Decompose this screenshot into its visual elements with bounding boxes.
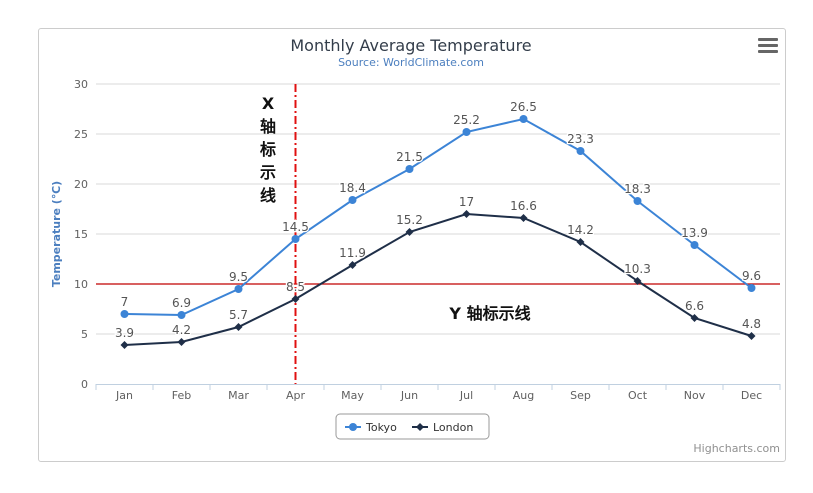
chart-frame: [38, 28, 786, 462]
data-label: 23.3: [567, 132, 594, 146]
data-point: [747, 332, 756, 340]
legend-item-label[interactable]: Tokyo: [365, 421, 397, 434]
data-point: [462, 128, 471, 136]
data-point: [348, 196, 357, 204]
x-tick-label: Feb: [172, 389, 191, 402]
data-label: 7: [121, 295, 129, 309]
x-tick-label: Aug: [513, 389, 534, 402]
data-point: [234, 285, 243, 293]
data-label: 8.5: [286, 280, 305, 294]
y-tick-label: 15: [74, 228, 88, 241]
data-label: 9.5: [229, 270, 248, 284]
x-tick-label: May: [341, 389, 364, 402]
y-axis-title: Temperature (℃): [50, 181, 63, 287]
y-tick-label: 5: [81, 328, 88, 341]
data-point: [462, 210, 471, 218]
data-point: [405, 165, 414, 173]
data-label: 15.2: [396, 213, 423, 227]
data-label: 14.5: [282, 220, 309, 234]
y-plot-line-label: Y 轴标示线: [448, 304, 530, 323]
data-point: [177, 311, 186, 319]
data-point: [291, 235, 300, 243]
data-label: 16.6: [510, 199, 537, 213]
y-tick-label: 25: [74, 128, 88, 141]
data-point: [690, 314, 699, 322]
x-tick-label: Jan: [115, 389, 133, 402]
data-point: [405, 228, 414, 236]
data-point: [747, 284, 756, 292]
y-tick-label: 0: [81, 378, 88, 391]
x-tick-label: Jun: [400, 389, 418, 402]
data-label: 9.6: [742, 269, 761, 283]
x-tick-label: Jul: [459, 389, 473, 402]
chart-subtitle: Source: WorldClimate.com: [338, 56, 484, 69]
x-tick-label: Apr: [286, 389, 306, 402]
data-point: [348, 261, 357, 269]
data-label: 18.3: [624, 182, 651, 196]
y-tick-label: 10: [74, 278, 88, 291]
data-point: [519, 115, 528, 123]
data-label: 14.2: [567, 223, 594, 237]
data-point: [120, 341, 129, 349]
y-tick-label: 20: [74, 178, 88, 191]
data-label: 6.6: [685, 299, 704, 313]
data-label: 21.5: [396, 150, 423, 164]
x-tick-label: Mar: [228, 389, 249, 402]
data-label: 4.2: [172, 323, 191, 337]
data-label: 3.9: [115, 326, 134, 340]
x-tick-label: Nov: [684, 389, 706, 402]
data-label: 26.5: [510, 100, 537, 114]
hamburger-menu-icon[interactable]: [758, 38, 778, 54]
series-line-london: [124, 212, 752, 346]
data-point: [291, 295, 300, 303]
data-label: 18.4: [339, 181, 366, 195]
x-plot-line-label: X 轴标示线: [259, 94, 276, 205]
data-point: [234, 323, 243, 331]
data-label: 11.9: [339, 246, 366, 260]
y-tick-label: 30: [74, 78, 88, 91]
legend-marker: [416, 423, 424, 431]
data-point: [120, 310, 129, 318]
data-label: 13.9: [681, 226, 708, 240]
credits-link: Highcharts.com: [693, 442, 780, 455]
data-point: [519, 214, 528, 222]
data-point: [690, 241, 699, 249]
data-label: 6.9: [172, 296, 191, 310]
x-tick-label: Oct: [628, 389, 648, 402]
x-tick-label: Sep: [570, 389, 591, 402]
data-point: [576, 238, 585, 246]
data-label: 10.3: [624, 262, 651, 276]
data-label: 25.2: [453, 113, 480, 127]
chart-title: Monthly Average Temperature: [290, 36, 531, 55]
data-point: [177, 338, 186, 346]
data-label: 17: [459, 195, 474, 209]
series-line-tokyo: [124, 117, 753, 317]
data-point: [576, 147, 585, 155]
x-tick-label: Dec: [741, 389, 762, 402]
data-label: 5.7: [229, 308, 248, 322]
legend-marker: [349, 423, 357, 431]
legend-item-label[interactable]: London: [433, 421, 473, 434]
data-point: [633, 197, 642, 205]
data-label: 4.8: [742, 317, 761, 331]
data-point: [633, 277, 642, 285]
